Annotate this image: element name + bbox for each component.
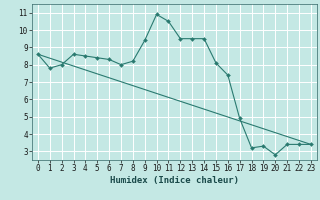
X-axis label: Humidex (Indice chaleur): Humidex (Indice chaleur) bbox=[110, 176, 239, 185]
